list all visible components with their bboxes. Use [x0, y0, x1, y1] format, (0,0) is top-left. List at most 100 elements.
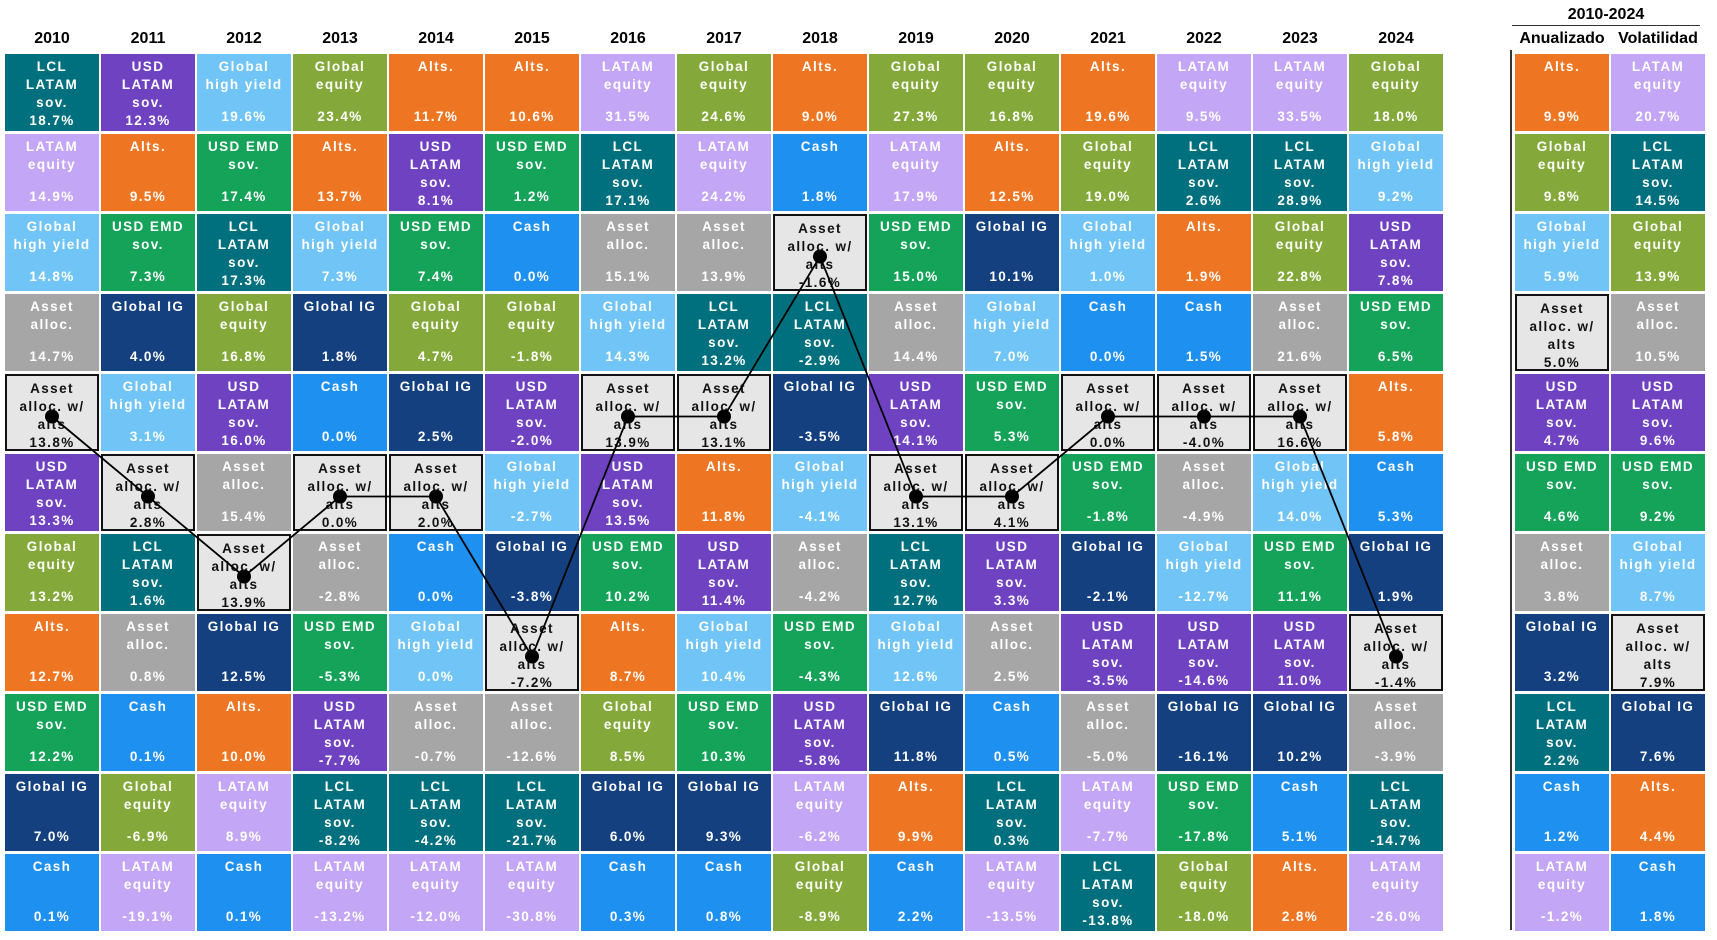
asset-class-label: Global IG [879, 699, 953, 714]
return-cell: Asset alloc. -3.9% [1349, 694, 1443, 771]
return-cell: Global high yield -12.7% [1157, 534, 1251, 611]
return-value: 12.6% [893, 669, 939, 684]
asset-class-label: Global IG [1621, 699, 1695, 714]
return-value: 19.6% [1085, 109, 1131, 124]
return-cell: Asset alloc. -4.9% [1157, 454, 1251, 531]
return-value: 8.7% [1639, 589, 1677, 604]
return-cell: LCL LATAM sov. 2.2% [1515, 694, 1609, 771]
asset-class-label: Global high yield [205, 59, 283, 92]
return-value: 2.2% [897, 909, 935, 924]
asset-class-label: Asset alloc. [606, 219, 650, 252]
asset-class-label: Cash [704, 859, 744, 874]
return-value: 14.7% [29, 349, 75, 364]
asset-class-label: Asset alloc. [318, 539, 362, 572]
column-header: 2017 [706, 30, 742, 47]
return-value: 0.1% [33, 909, 71, 924]
return-value: -16.1% [1178, 749, 1230, 764]
return-cell: Global equity 19.0% [1061, 134, 1155, 211]
asset-class-label: LCL LATAM sov. [121, 539, 175, 590]
asset-class-label: USD LATAM sov. [697, 539, 751, 590]
return-cell: Global high yield 1.0% [1061, 214, 1155, 291]
return-cell: Asset alloc. w/ alts 0.0% [293, 454, 387, 531]
asset-class-label: Global IG [591, 779, 665, 794]
return-cell: Asset alloc. w/ alts 5.0% [1515, 294, 1609, 371]
return-cell: LCL LATAM sov. 1.6% [101, 534, 195, 611]
asset-class-label: Cash [128, 699, 168, 714]
return-cell: USD LATAM sov. -3.5% [1061, 614, 1155, 691]
return-value: 1.8% [321, 349, 359, 364]
return-cell: LCL LATAM sov. 28.9% [1253, 134, 1347, 211]
return-value: 4.7% [417, 349, 455, 364]
return-value: 9.3% [705, 829, 743, 844]
return-value: 7.6% [1639, 749, 1677, 764]
return-cell: Global equity 27.3% [869, 54, 963, 131]
return-cell: Global high yield 10.4% [677, 614, 771, 691]
return-value: 16.8% [989, 109, 1035, 124]
return-cell: USD LATAM sov. 14.1% [869, 374, 963, 451]
asset-class-label: Cash [1376, 459, 1416, 474]
return-value: 14.0% [1277, 509, 1323, 524]
return-cell: USD LATAM sov. -5.8% [773, 694, 867, 771]
asset-class-label: Cash [32, 859, 72, 874]
asset-class-label: Global equity [26, 539, 78, 572]
asset-class-label: Asset alloc. w/ alts [1625, 621, 1691, 672]
asset-class-label: Asset alloc. [222, 459, 266, 492]
asset-class-label: Global high yield [589, 299, 667, 332]
return-value: 3.2% [1543, 669, 1581, 684]
asset-class-label: LATAM equity [793, 779, 847, 812]
asset-class-label: Global high yield [1165, 539, 1243, 572]
asset-class-label: Alts. [1377, 379, 1415, 394]
asset-class-label: USD LATAM sov. [25, 459, 79, 510]
asset-class-label: Asset alloc. w/ alts [403, 461, 469, 512]
return-cell: USD EMD sov. 5.3% [965, 374, 1059, 451]
return-value: 13.7% [317, 189, 363, 204]
asset-class-label: Cash [416, 539, 456, 554]
return-cell: Global IG 1.9% [1349, 534, 1443, 611]
asset-class-label: Asset alloc. w/ alts [499, 621, 565, 672]
return-cell: Global IG -3.5% [773, 374, 867, 451]
return-cell: Cash 0.3% [581, 854, 675, 931]
return-value: 16.0% [221, 433, 267, 448]
return-value: 5.8% [1377, 429, 1415, 444]
return-value: 5.3% [1377, 509, 1415, 524]
asset-class-label: Global IG [687, 779, 761, 794]
return-cell: Global equity 23.4% [293, 54, 387, 131]
return-value: 2.8% [129, 515, 167, 530]
summary-header-underline [1512, 25, 1700, 26]
return-cell: Asset alloc. w/ alts 13.8% [5, 374, 99, 451]
return-value: -5.8% [798, 753, 842, 768]
return-cell: Cash 5.3% [1349, 454, 1443, 531]
asset-class-label: LATAM equity [985, 859, 1039, 892]
asset-class-label: LCL LATAM sov. [793, 299, 847, 350]
return-cell: Asset alloc. w/ alts 2.0% [389, 454, 483, 531]
return-cell: Asset alloc. w/ alts -7.2% [485, 614, 579, 691]
return-value: 9.0% [801, 109, 839, 124]
return-cell: Global IG 11.8% [869, 694, 963, 771]
asset-class-label: Alts. [897, 779, 935, 794]
return-cell: Global high yield 19.6% [197, 54, 291, 131]
return-cell: Global equity 9.8% [1515, 134, 1609, 211]
column-header: 2010 [34, 30, 70, 47]
return-value: 13.5% [605, 513, 651, 528]
return-value: -1.8% [510, 349, 554, 364]
return-value: 10.2% [1277, 749, 1323, 764]
return-value: 13.2% [701, 353, 747, 368]
return-cell: USD LATAM sov. 8.1% [389, 134, 483, 211]
return-value: 31.5% [605, 109, 651, 124]
return-value: 10.2% [605, 589, 651, 604]
return-value: -4.3% [798, 669, 842, 684]
return-cell: Global high yield 5.9% [1515, 214, 1609, 291]
asset-class-label: Alts. [801, 59, 839, 74]
return-value: 0.0% [321, 515, 359, 530]
return-cell: Alts. 9.0% [773, 54, 867, 131]
asset-class-label: USD EMD sov. [495, 139, 569, 172]
return-cell: Alts. 13.7% [293, 134, 387, 211]
asset-class-label: USD LATAM sov. [889, 379, 943, 430]
return-cell: USD EMD sov. 6.5% [1349, 294, 1443, 371]
asset-class-label: USD EMD sov. [879, 219, 953, 252]
return-value: 18.0% [1373, 109, 1419, 124]
asset-class-label: Global high yield [13, 219, 91, 252]
asset-class-label: USD LATAM sov. [1273, 619, 1327, 670]
asset-class-label: Alts. [993, 139, 1031, 154]
return-value: -13.8% [1082, 913, 1134, 928]
